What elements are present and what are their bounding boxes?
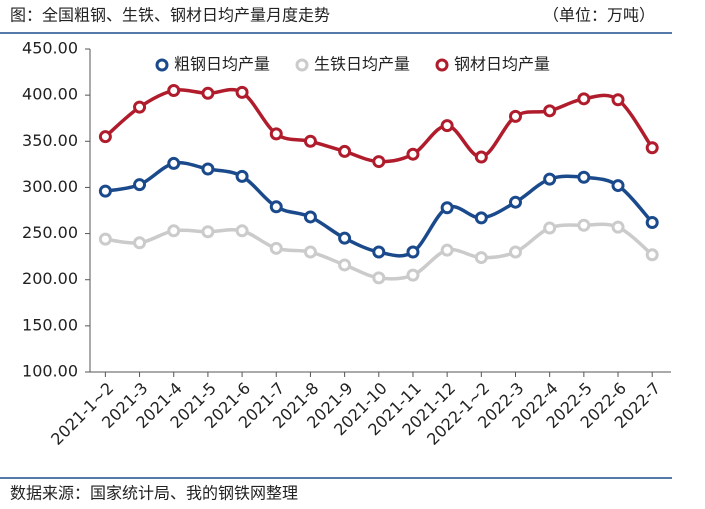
point-marker (98, 184, 112, 198)
point-marker (269, 241, 283, 255)
point-marker (440, 119, 454, 133)
point-marker (543, 221, 557, 235)
point-marker (235, 224, 249, 238)
point-marker (133, 236, 147, 250)
legend-marker (155, 58, 169, 72)
point-marker (474, 211, 488, 225)
point-marker (167, 224, 181, 238)
point-marker (201, 162, 215, 176)
point-marker (577, 218, 591, 232)
point-marker (474, 150, 488, 164)
point-marker (372, 245, 386, 259)
point-marker (235, 169, 249, 183)
point-marker (372, 271, 386, 285)
point-marker (98, 130, 112, 144)
point-marker (201, 225, 215, 239)
point-marker (577, 170, 591, 184)
y-tick-label: 300.00 (22, 177, 78, 196)
point-marker (235, 85, 249, 99)
point-marker (577, 92, 591, 106)
chart-title: 图：全国粗钢、生铁、钢材日均产量月度走势 (10, 6, 330, 25)
series-line (104, 87, 654, 164)
point-marker (611, 179, 625, 193)
point-marker (508, 109, 522, 123)
point-marker (201, 86, 215, 100)
point-marker (269, 127, 283, 141)
point-marker (543, 104, 557, 118)
source-note: 数据来源：国家统计局、我的钢铁网整理 (10, 484, 298, 503)
point-marker (303, 210, 317, 224)
legend-marker (435, 58, 449, 72)
point-marker (440, 243, 454, 257)
point-marker (645, 215, 659, 229)
point-marker (338, 231, 352, 245)
y-tick-label: 350.00 (22, 131, 78, 150)
point-marker (508, 195, 522, 209)
point-marker (338, 258, 352, 272)
y-tick-label: 250.00 (22, 223, 78, 242)
point-marker (474, 251, 488, 265)
point-marker (611, 220, 625, 234)
point-marker (406, 268, 420, 282)
point-marker (372, 155, 386, 169)
legend-marker (295, 58, 309, 72)
point-marker (645, 141, 659, 155)
point-marker (645, 248, 659, 262)
point-marker (98, 232, 112, 246)
point-marker (338, 144, 352, 158)
point-marker (406, 147, 420, 161)
point-marker (133, 178, 147, 192)
point-marker (167, 156, 181, 170)
legend-label: 粗钢日均产量 (174, 55, 270, 74)
point-marker (269, 200, 283, 214)
point-marker (133, 100, 147, 114)
y-tick-label: 150.00 (22, 315, 78, 334)
point-marker (440, 201, 454, 215)
legend-label: 钢材日均产量 (454, 55, 550, 74)
series-line (105, 161, 654, 258)
y-tick-label: 100.00 (22, 362, 78, 381)
unit-label: （单位：万吨） (543, 6, 655, 25)
y-tick-label: 400.00 (22, 85, 78, 104)
point-marker (543, 172, 557, 186)
point-marker (167, 84, 181, 98)
y-tick-label: 450.00 (22, 39, 78, 58)
point-marker (406, 245, 420, 259)
point-marker (303, 134, 317, 148)
legend-label: 生铁日均产量 (314, 55, 410, 74)
point-marker (508, 245, 522, 259)
point-marker (611, 93, 625, 107)
y-tick-label: 200.00 (22, 269, 78, 288)
point-marker (303, 245, 317, 259)
